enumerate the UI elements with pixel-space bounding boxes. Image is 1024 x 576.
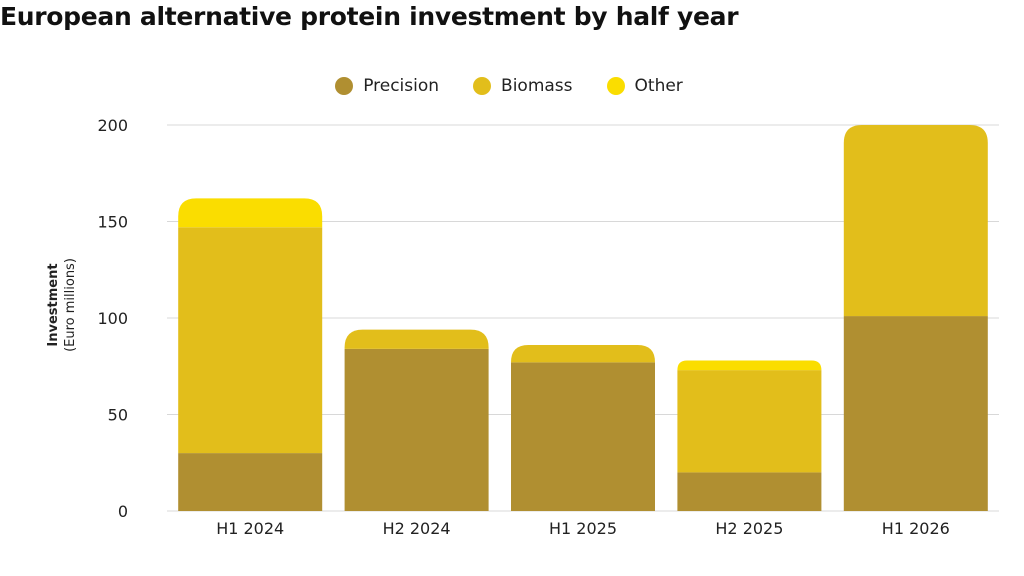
bar-biomass-h1-2026 [843, 125, 988, 317]
y-tick-labels: 0 50 100 150 200 [97, 116, 128, 521]
legend-label-other: Other [634, 76, 683, 96]
legend-label-precision: Precision [363, 76, 440, 96]
x-tick-label-h1-2024: H1 2024 [216, 519, 284, 538]
bar-biomass-h1-2025 [511, 345, 655, 363]
bar-biomass-h2-2025 [677, 370, 822, 473]
legend-swatch-precision [335, 77, 354, 95]
y-tick-label-100: 100 [97, 309, 128, 328]
x-tick-label-h1-2025: H1 2025 [549, 519, 617, 538]
bar-other-h1-2024 [178, 198, 323, 228]
y-tick-label-150: 150 [97, 213, 128, 232]
x-tick-label-h2-2024: H2 2024 [383, 519, 451, 538]
legend-item-biomass: Biomass [473, 76, 573, 96]
bar-other-h2-2025 [677, 360, 822, 371]
x-tick-label-h2-2025: H2 2025 [715, 519, 783, 538]
y-tick-label-0: 0 [118, 502, 128, 521]
x-tick-labels: H1 2024 H2 2024 H1 2025 H2 2025 H1 2026 [216, 519, 950, 538]
bar-precision-h2-2024 [344, 348, 489, 511]
y-tick-label-50: 50 [108, 406, 128, 425]
bar-precision-h1-2024 [178, 453, 323, 511]
legend-swatch-biomass [473, 77, 492, 95]
bar-precision-h1-2025 [511, 362, 655, 511]
legend-item-precision: Precision [335, 76, 439, 96]
bar-biomass-h1-2024 [178, 227, 323, 454]
bar-precision-h2-2025 [677, 472, 822, 511]
legend-item-other: Other [606, 76, 683, 96]
bar-precision-h1-2026 [843, 316, 988, 511]
bar-biomass-h2-2024 [344, 329, 489, 349]
chart-title: European alternative protein investment … [0, 2, 739, 31]
bars [178, 125, 988, 511]
y-tick-label-200: 200 [97, 116, 128, 135]
legend-swatch-other [606, 77, 625, 95]
legend-label-biomass: Biomass [501, 76, 573, 96]
x-tick-label-h1-2026: H1 2026 [882, 519, 950, 538]
chart-legend: Precision Biomass Other [0, 76, 1024, 96]
